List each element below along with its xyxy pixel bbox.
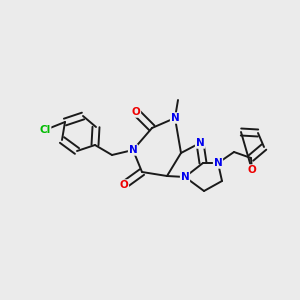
Text: N: N (196, 138, 204, 148)
Text: N: N (214, 158, 222, 168)
Text: N: N (129, 145, 137, 155)
Text: Cl: Cl (39, 125, 51, 135)
Text: N: N (181, 172, 189, 182)
Text: O: O (132, 107, 140, 117)
Text: O: O (120, 180, 128, 190)
Text: N: N (171, 113, 179, 123)
Text: O: O (248, 165, 256, 175)
